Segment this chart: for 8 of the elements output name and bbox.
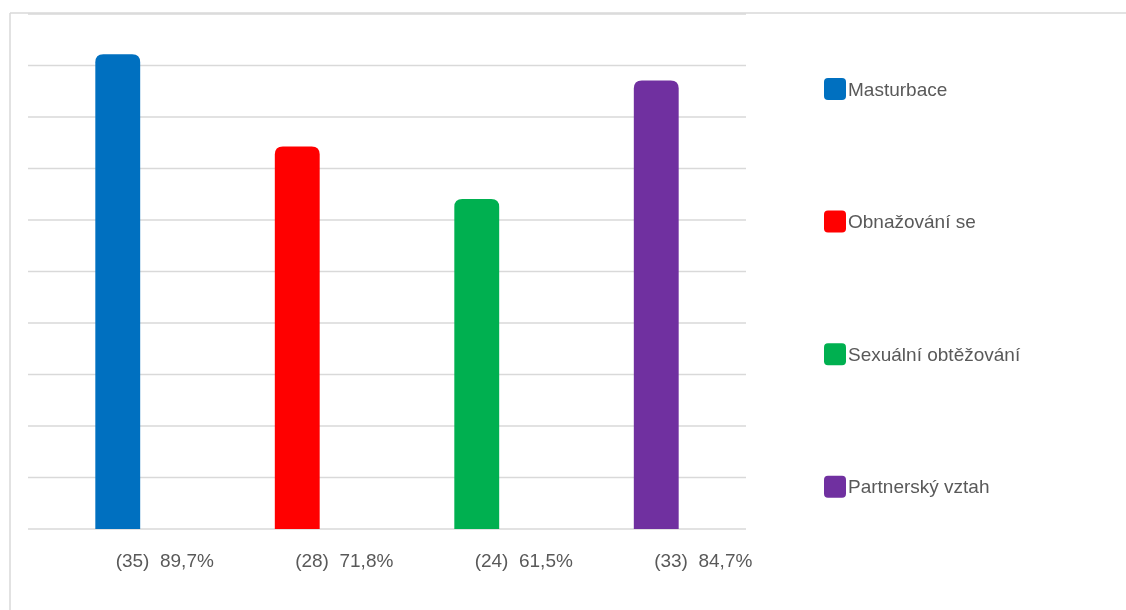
x-tick-label: (33) 84,7% [654, 550, 753, 571]
legend-label: Sexuální obtěžování [848, 343, 1021, 365]
x-tick-label: (28) 71,8% [295, 550, 394, 571]
legend-label: Masturbace [848, 78, 948, 100]
legend-label: Partnerský vztah [848, 476, 990, 498]
x-tick-label: (35) 89,7% [115, 550, 214, 571]
legend-label: Obnažování se [848, 211, 976, 233]
x-tick-label: (24) 61,5% [474, 550, 573, 571]
